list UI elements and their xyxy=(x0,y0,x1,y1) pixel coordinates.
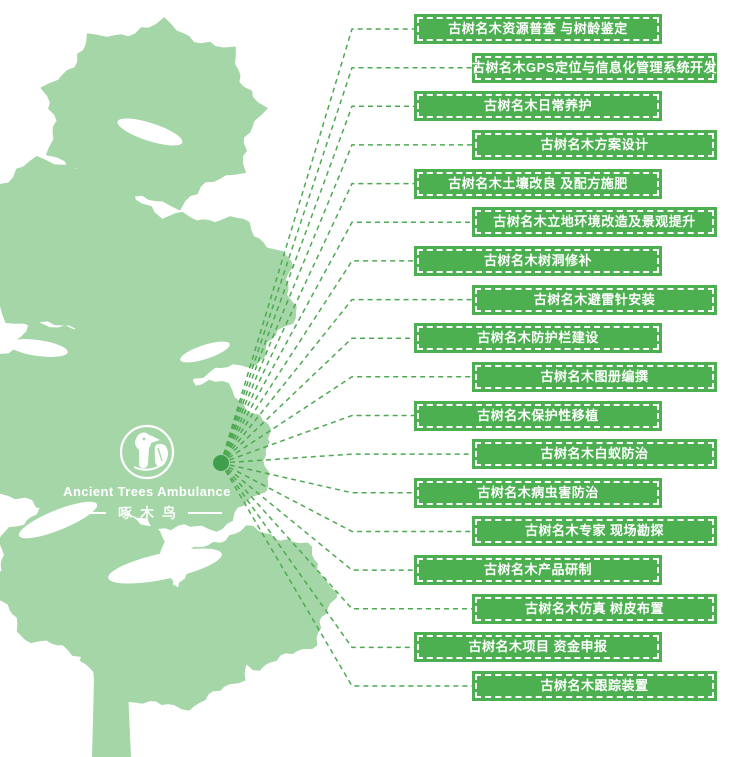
logo-subtitle: 啄木鸟 xyxy=(37,503,257,523)
service-label[interactable]: 古树名木专家 现场勘探 xyxy=(472,516,717,546)
service-label[interactable]: 古树名木图册编撰 xyxy=(472,362,717,392)
service-label[interactable]: 古树名木白蚁防治 xyxy=(472,439,717,469)
service-label[interactable]: 古树名木保护性移植 xyxy=(414,401,662,431)
subtitle-right-rule xyxy=(188,512,222,514)
service-label[interactable]: 古树名木产品研制 xyxy=(414,555,662,585)
subtitle-left-rule xyxy=(72,512,106,514)
woodpecker-icon xyxy=(119,424,175,480)
service-label[interactable]: 古树名木日常养护 xyxy=(414,91,662,121)
service-label[interactable]: 古树名木方案设计 xyxy=(472,130,717,160)
service-label[interactable]: 古树名木避雷针安装 xyxy=(472,285,717,315)
service-label[interactable]: 古树名木立地环境改造及景观提升 xyxy=(472,207,717,237)
hub-dot xyxy=(213,455,229,471)
service-label[interactable]: 古树名木树洞修补 xyxy=(414,246,662,276)
service-label[interactable]: 古树名木土壤改良 及配方施肥 xyxy=(414,169,662,199)
connector-lines xyxy=(220,28,472,687)
service-label[interactable]: 古树名木资源普查 与树龄鉴定 xyxy=(414,14,662,44)
service-label[interactable]: 古树名木防护栏建设 xyxy=(414,323,662,353)
logo-title: Ancient Trees Ambulance xyxy=(63,484,231,499)
service-label[interactable]: 古树名木仿真 树皮布置 xyxy=(472,594,717,624)
service-label[interactable]: 古树名木GPS定位与信息化管理系统开发 xyxy=(472,53,717,83)
logo: Ancient Trees Ambulance 啄木鸟 xyxy=(37,423,257,523)
service-label[interactable]: 古树名木病虫害防治 xyxy=(414,478,662,508)
tree-branch-gaps xyxy=(8,118,230,584)
service-label[interactable]: 古树名木项目 资金申报 xyxy=(414,632,662,662)
logo-subtitle-text: 啄木鸟 xyxy=(118,505,184,521)
service-label[interactable]: 古树名木跟踪装置 xyxy=(472,671,717,701)
